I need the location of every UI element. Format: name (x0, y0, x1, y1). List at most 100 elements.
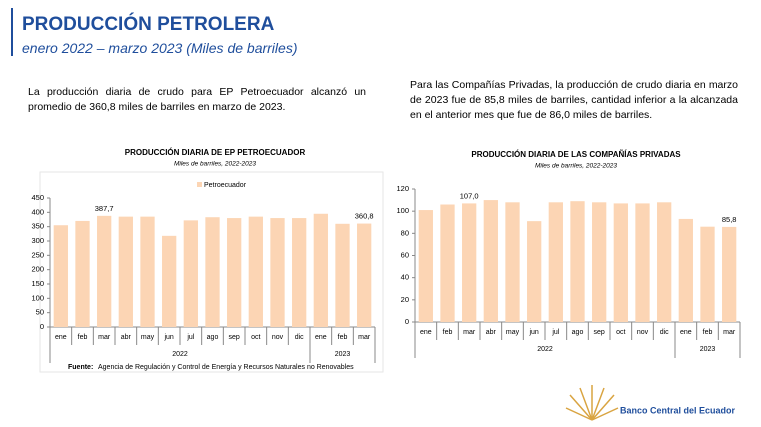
bar (548, 202, 563, 322)
x-tick-label: ago (207, 334, 219, 341)
bar (335, 223, 350, 327)
text-left: La producción diaria de crudo para EP Pe… (28, 86, 366, 113)
x-tick-label: oct (251, 334, 260, 341)
bar (678, 218, 693, 322)
bar (270, 218, 285, 327)
y-tick-label: 50 (36, 308, 44, 317)
data-label: 360,8 (355, 212, 374, 221)
bar (527, 221, 542, 322)
bar (462, 203, 477, 322)
bar (592, 202, 607, 322)
data-label: 85,8 (722, 215, 737, 224)
x-tick-label: abr (486, 329, 497, 336)
bar (440, 204, 455, 322)
y-tick-label: 60 (401, 250, 409, 259)
x-tick-label: may (506, 329, 520, 336)
bar (483, 200, 498, 322)
y-tick-label: 350 (31, 222, 44, 231)
y-tick-label: 100 (31, 293, 44, 302)
y-tick-label: 300 (31, 236, 44, 245)
y-tick-label: 0 (405, 317, 409, 326)
x-tick-label: feb (338, 334, 348, 341)
bar (75, 220, 90, 327)
group-label: 2023 (700, 346, 716, 353)
logo (565, 385, 619, 421)
chart-subtitle: Miles de barriles, 2022-2023 (174, 161, 256, 168)
source-label: Fuente: (68, 364, 93, 371)
x-tick-label: may (141, 334, 155, 341)
bar (635, 203, 650, 322)
x-tick-label: sep (229, 334, 240, 341)
title: PRODUCCIÓN PETROLERA (22, 14, 275, 35)
x-tick-label: jul (186, 334, 194, 341)
data-label: 107,0 (460, 191, 479, 200)
x-tick-label: oct (616, 329, 625, 336)
bar (97, 215, 112, 327)
x-tick-label: mar (463, 329, 476, 336)
x-tick-label: jun (163, 334, 173, 341)
bank-name: Banco Central del Ecuador (620, 405, 736, 415)
group-label: 2022 (172, 351, 188, 358)
source-text: Agencia de Regulación y Control de Energ… (98, 364, 354, 371)
text-right: Para las Compañías Privadas, la producci… (410, 79, 738, 121)
bar (418, 210, 433, 322)
x-tick-label: dic (660, 329, 669, 336)
x-tick-label: mar (98, 334, 111, 341)
bar (570, 201, 585, 322)
x-tick-label: abr (121, 334, 132, 341)
x-tick-label: feb (78, 334, 88, 341)
legend-swatch (197, 182, 202, 187)
x-tick-label: jun (528, 329, 538, 336)
bar (227, 218, 242, 327)
y-tick-label: 150 (31, 279, 44, 288)
x-tick-label: nov (272, 334, 284, 341)
bar (292, 218, 307, 327)
bar (313, 213, 328, 327)
x-tick-label: ene (55, 334, 67, 341)
bar (162, 235, 177, 327)
y-tick-label: 0 (40, 322, 44, 331)
x-tick-label: mar (723, 329, 736, 336)
x-tick-label: feb (443, 329, 453, 336)
chart-subtitle: Miles de barriles, 2022-2023 (535, 163, 617, 170)
y-tick-label: 20 (401, 295, 409, 304)
group-label: 2023 (335, 351, 351, 358)
subtitle: enero 2022 – marzo 2023 (Miles de barril… (22, 40, 298, 56)
bar (613, 203, 628, 322)
x-tick-label: dic (295, 334, 304, 341)
data-label: 387,7 (95, 204, 114, 213)
x-tick-label: ene (680, 329, 692, 336)
y-tick-label: 450 (31, 193, 44, 202)
bar (505, 202, 520, 322)
legend-label: Petroecuador (204, 182, 247, 189)
y-tick-label: 120 (396, 184, 409, 193)
x-tick-label: jul (551, 329, 559, 336)
x-tick-label: feb (703, 329, 713, 336)
y-tick-label: 400 (31, 207, 44, 216)
y-tick-label: 100 (396, 206, 409, 215)
x-tick-label: sep (594, 329, 605, 336)
x-tick-label: ago (572, 329, 584, 336)
y-tick-label: 200 (31, 265, 44, 274)
bar (722, 226, 737, 322)
bar (205, 217, 220, 327)
x-tick-label: ene (315, 334, 327, 341)
bar (140, 216, 155, 327)
bar (118, 216, 133, 327)
y-tick-label: 40 (401, 273, 409, 282)
x-tick-label: ene (420, 329, 432, 336)
group-label: 2022 (537, 346, 553, 353)
x-tick-label: nov (637, 329, 649, 336)
bar (700, 226, 715, 322)
x-tick-label: mar (358, 334, 371, 341)
bar (657, 202, 672, 322)
bar (357, 223, 372, 327)
chart-frame (39, 171, 384, 373)
bar (248, 216, 263, 327)
bar (53, 225, 68, 327)
y-tick-label: 80 (401, 228, 409, 237)
chart-title: PRODUCCIÓN DIARIA DE LAS COMPAÑÍAS PRIVA… (471, 150, 681, 159)
y-tick-label: 250 (31, 250, 44, 259)
